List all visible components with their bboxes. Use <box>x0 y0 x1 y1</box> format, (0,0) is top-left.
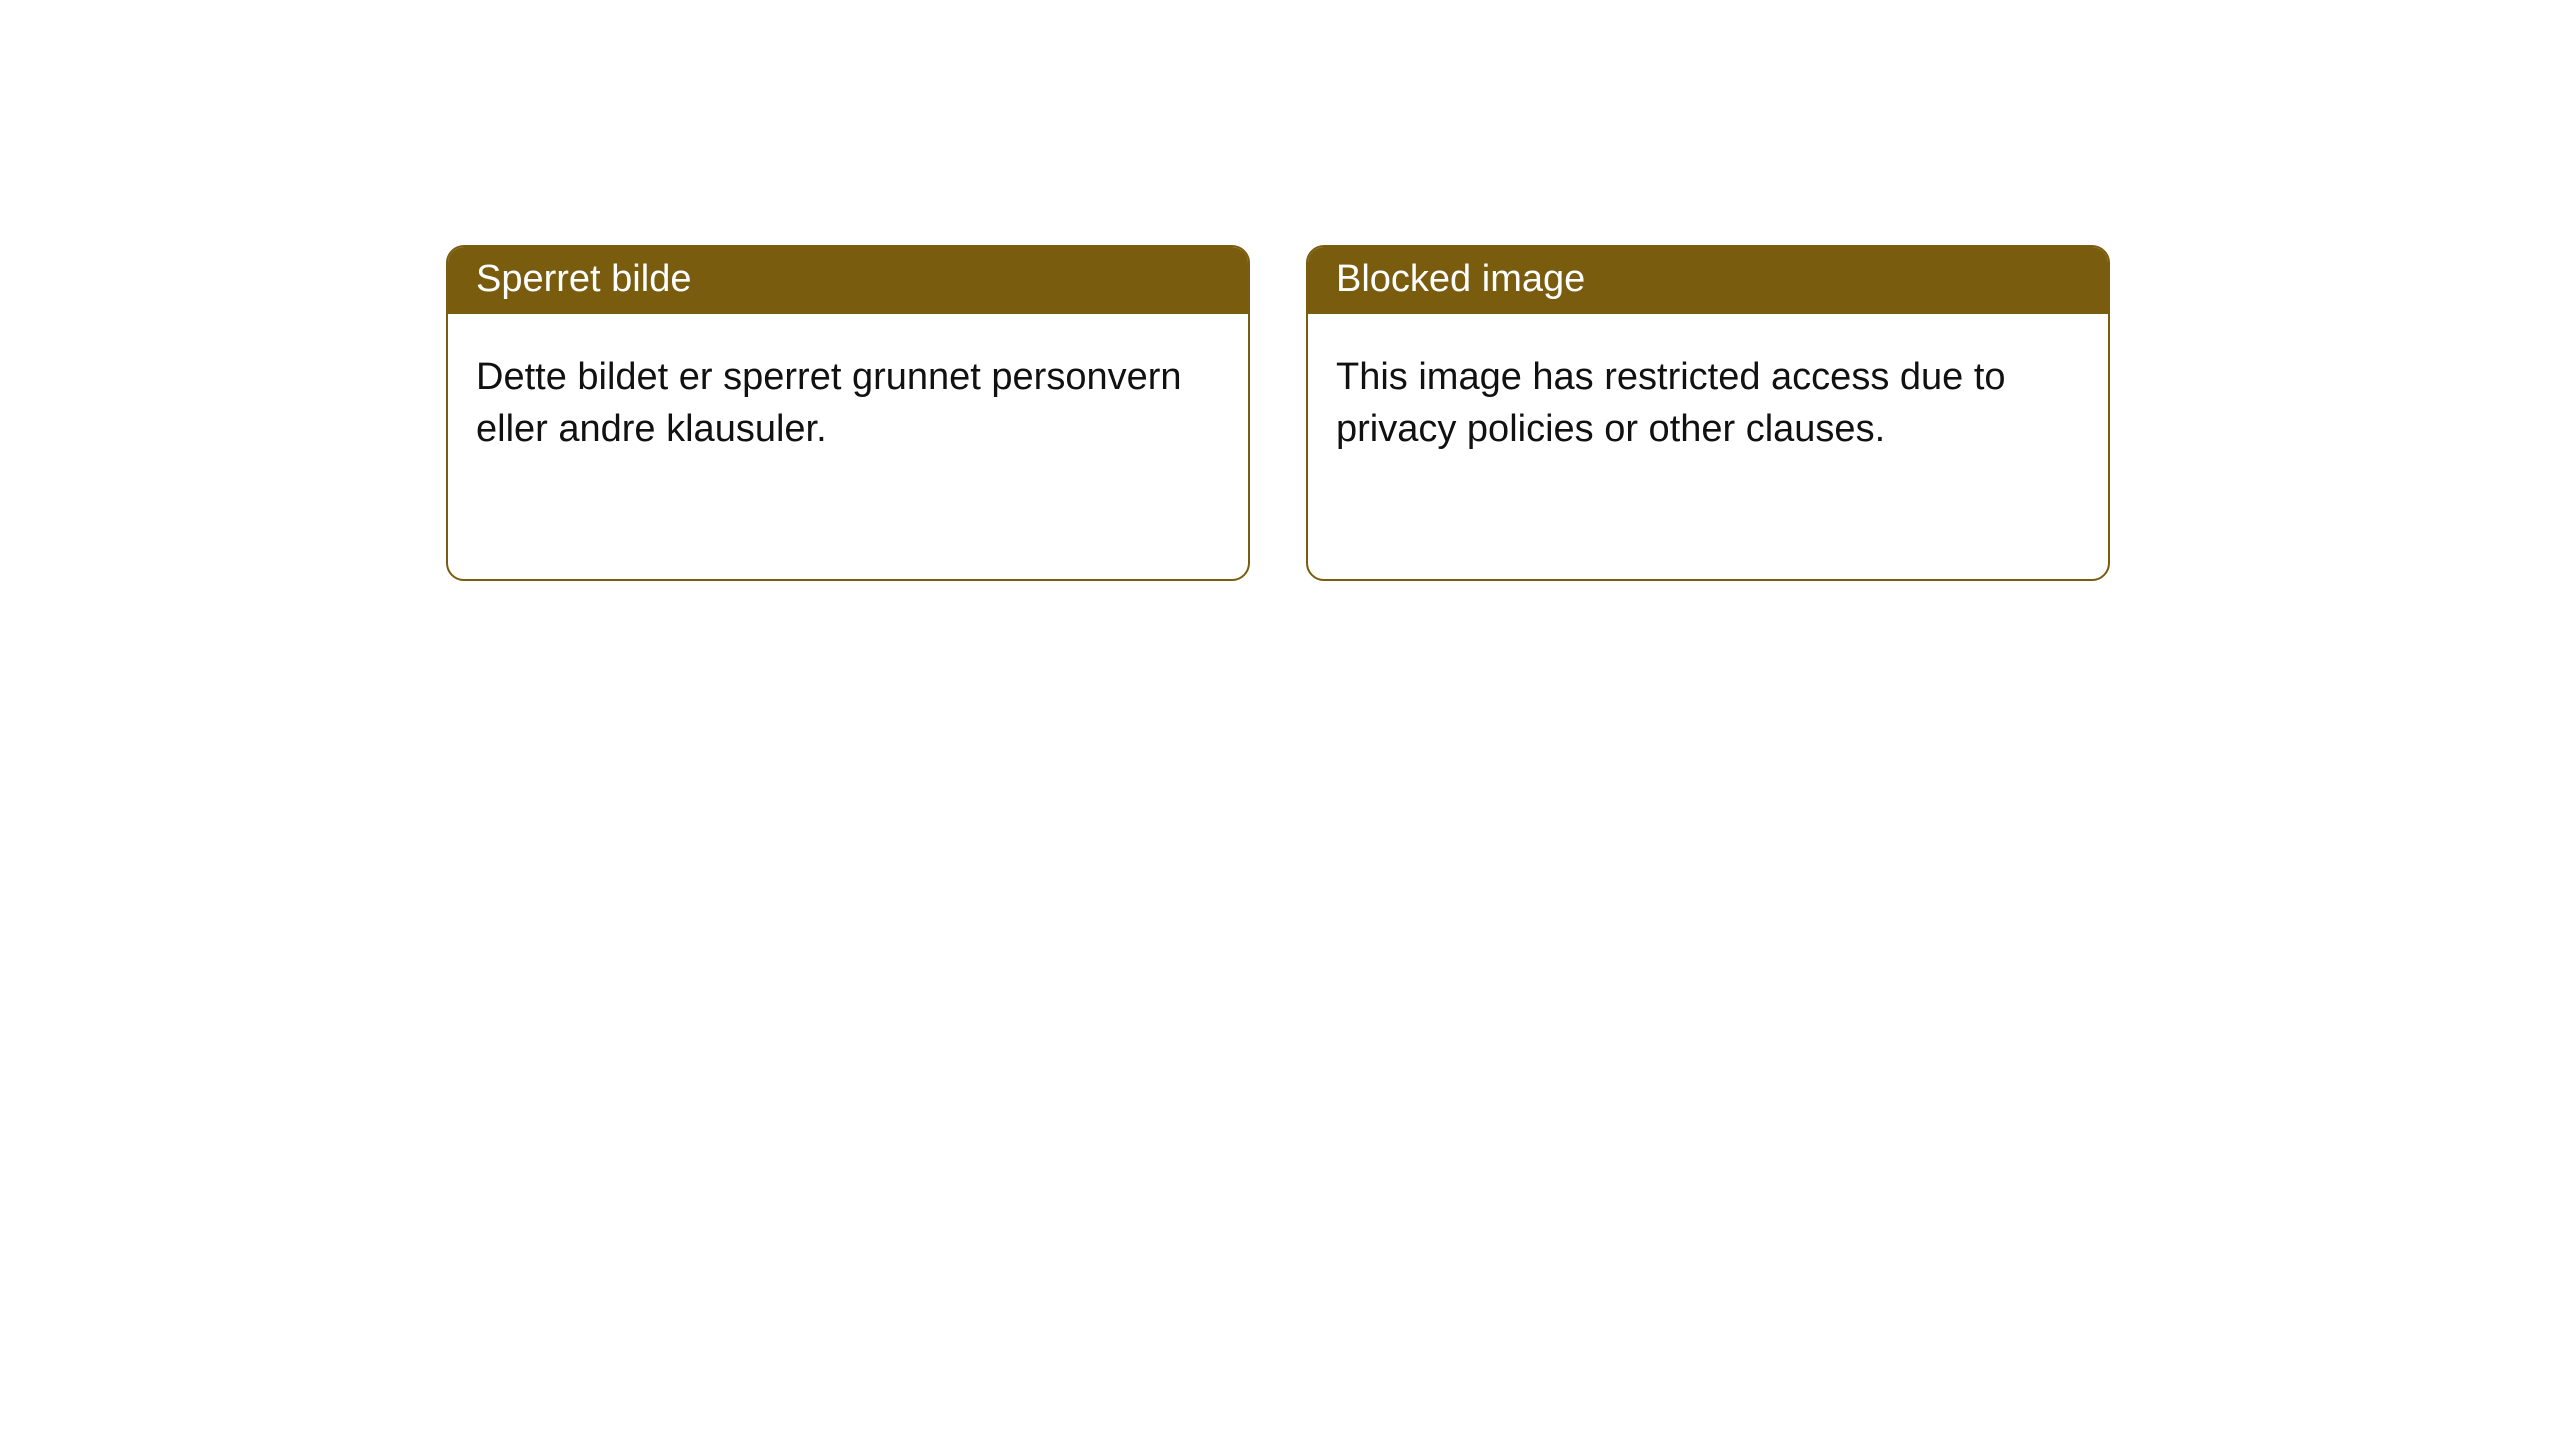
notice-body-text: Dette bildet er sperret grunnet personve… <box>476 356 1182 449</box>
notice-card-english: Blocked image This image has restricted … <box>1306 245 2110 581</box>
notice-header: Blocked image <box>1308 247 2108 314</box>
notice-container: Sperret bilde Dette bildet er sperret gr… <box>0 0 2560 581</box>
notice-header: Sperret bilde <box>448 247 1248 314</box>
notice-title: Blocked image <box>1336 258 1585 300</box>
notice-body: Dette bildet er sperret grunnet personve… <box>448 314 1248 483</box>
notice-body-text: This image has restricted access due to … <box>1336 356 2006 449</box>
notice-title: Sperret bilde <box>476 258 691 300</box>
notice-body: This image has restricted access due to … <box>1308 314 2108 483</box>
notice-card-norwegian: Sperret bilde Dette bildet er sperret gr… <box>446 245 1250 581</box>
